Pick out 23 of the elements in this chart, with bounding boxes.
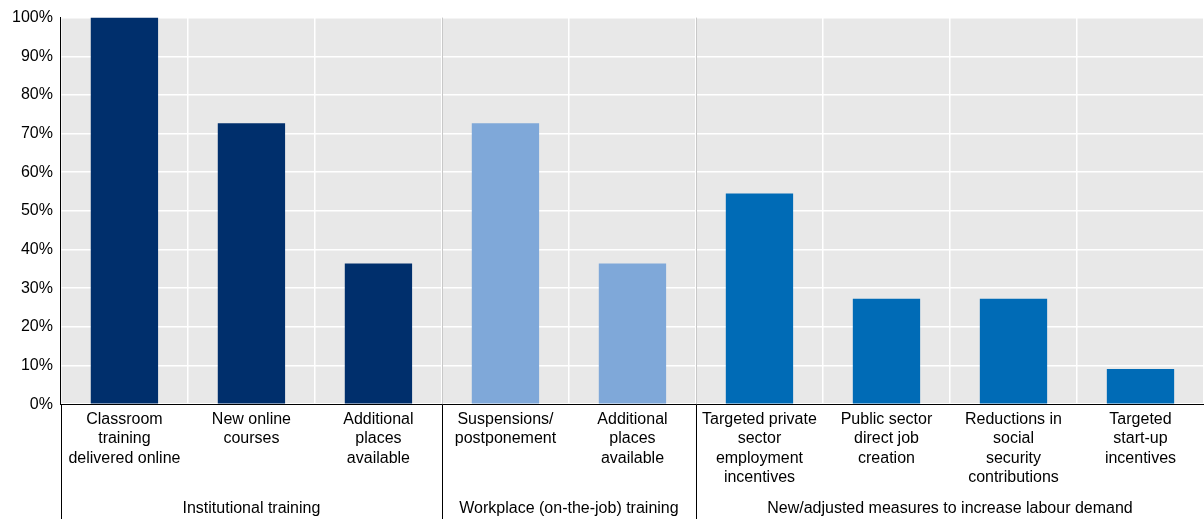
- y-tick-label: 70%: [20, 123, 53, 141]
- x-tick-label: Targeted start-up incentives: [1104, 410, 1177, 466]
- text: Workplace (on-the-job) training: [459, 499, 679, 517]
- y-tick-label: 80%: [20, 85, 53, 103]
- x-tick-label: Classroom training delivered online: [68, 410, 181, 466]
- x-tick-label: New online courses: [211, 410, 292, 447]
- y-tick-label: 100%: [12, 8, 53, 26]
- y-tick-label: 90%: [20, 46, 53, 64]
- y-tick-label: 20%: [20, 317, 53, 335]
- x-tick-label: Reductions in social security contributions: [965, 410, 1062, 485]
- x-tick-label: Additional places available: [343, 410, 414, 466]
- y-tick-label: 60%: [20, 162, 53, 180]
- y-tick-label: 50%: [20, 201, 53, 219]
- x-tick-label: Additional places available: [597, 410, 668, 466]
- x-tick-label: Public sector direct job creation: [840, 410, 933, 466]
- y-tick-label: 30%: [20, 278, 53, 296]
- text: New/adjusted measures to increase labour demand: [767, 499, 1133, 517]
- text: Institutional training: [182, 499, 321, 517]
- y-tick-label: 0%: [29, 394, 53, 412]
- x-tick-label: Targeted private sector employment incentives: [702, 410, 817, 485]
- y-tick-label: 10%: [20, 355, 53, 373]
- x-tick-label: Suspensions/ postponement: [454, 410, 557, 447]
- y-tick-label: 40%: [20, 239, 53, 257]
